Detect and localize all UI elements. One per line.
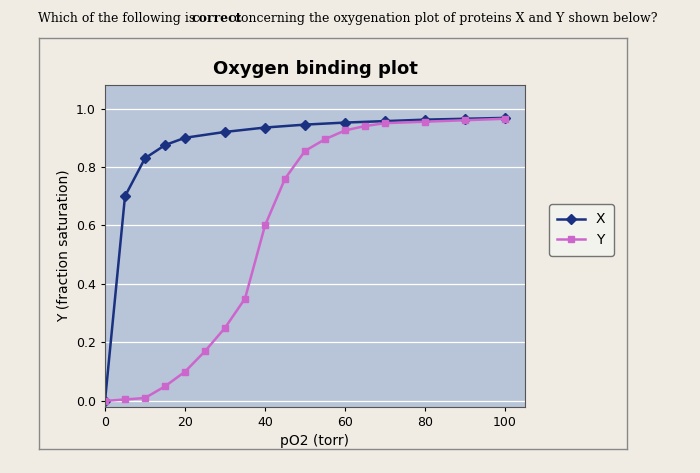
X-axis label: pO2 (torr): pO2 (torr)	[281, 434, 349, 448]
Y	[201, 349, 209, 354]
Y	[141, 395, 149, 401]
Y	[500, 116, 509, 122]
Y	[421, 119, 429, 124]
X	[301, 122, 309, 127]
Y	[301, 148, 309, 154]
X	[461, 116, 469, 122]
X	[220, 129, 229, 135]
X	[141, 156, 149, 161]
Y	[181, 369, 189, 375]
Text: correct: correct	[191, 12, 242, 25]
Title: Oxygen binding plot: Oxygen binding plot	[213, 60, 417, 78]
Line: Y: Y	[102, 115, 508, 404]
Y	[261, 223, 270, 228]
Y	[461, 117, 469, 123]
X	[381, 118, 389, 124]
Y	[101, 398, 109, 404]
Text: Which of the following is: Which of the following is	[38, 12, 200, 25]
Y	[220, 325, 229, 331]
X	[121, 193, 130, 199]
Y	[341, 128, 349, 133]
X	[500, 115, 509, 121]
Y	[381, 120, 389, 126]
Y	[121, 397, 130, 403]
Y-axis label: Y (fraction saturation): Y (fraction saturation)	[57, 170, 71, 322]
X	[161, 142, 169, 148]
Line: X: X	[102, 114, 508, 404]
Y	[360, 123, 369, 129]
X	[181, 135, 189, 140]
Y	[161, 384, 169, 389]
X	[421, 117, 429, 123]
X	[261, 125, 270, 131]
X	[101, 398, 109, 404]
Y	[281, 176, 289, 182]
Text: concerning the oxygenation plot of proteins X and Y shown below?: concerning the oxygenation plot of prote…	[230, 12, 657, 25]
Y	[241, 296, 249, 301]
X	[341, 120, 349, 125]
Legend: X, Y: X, Y	[549, 204, 614, 256]
Y	[321, 136, 329, 142]
